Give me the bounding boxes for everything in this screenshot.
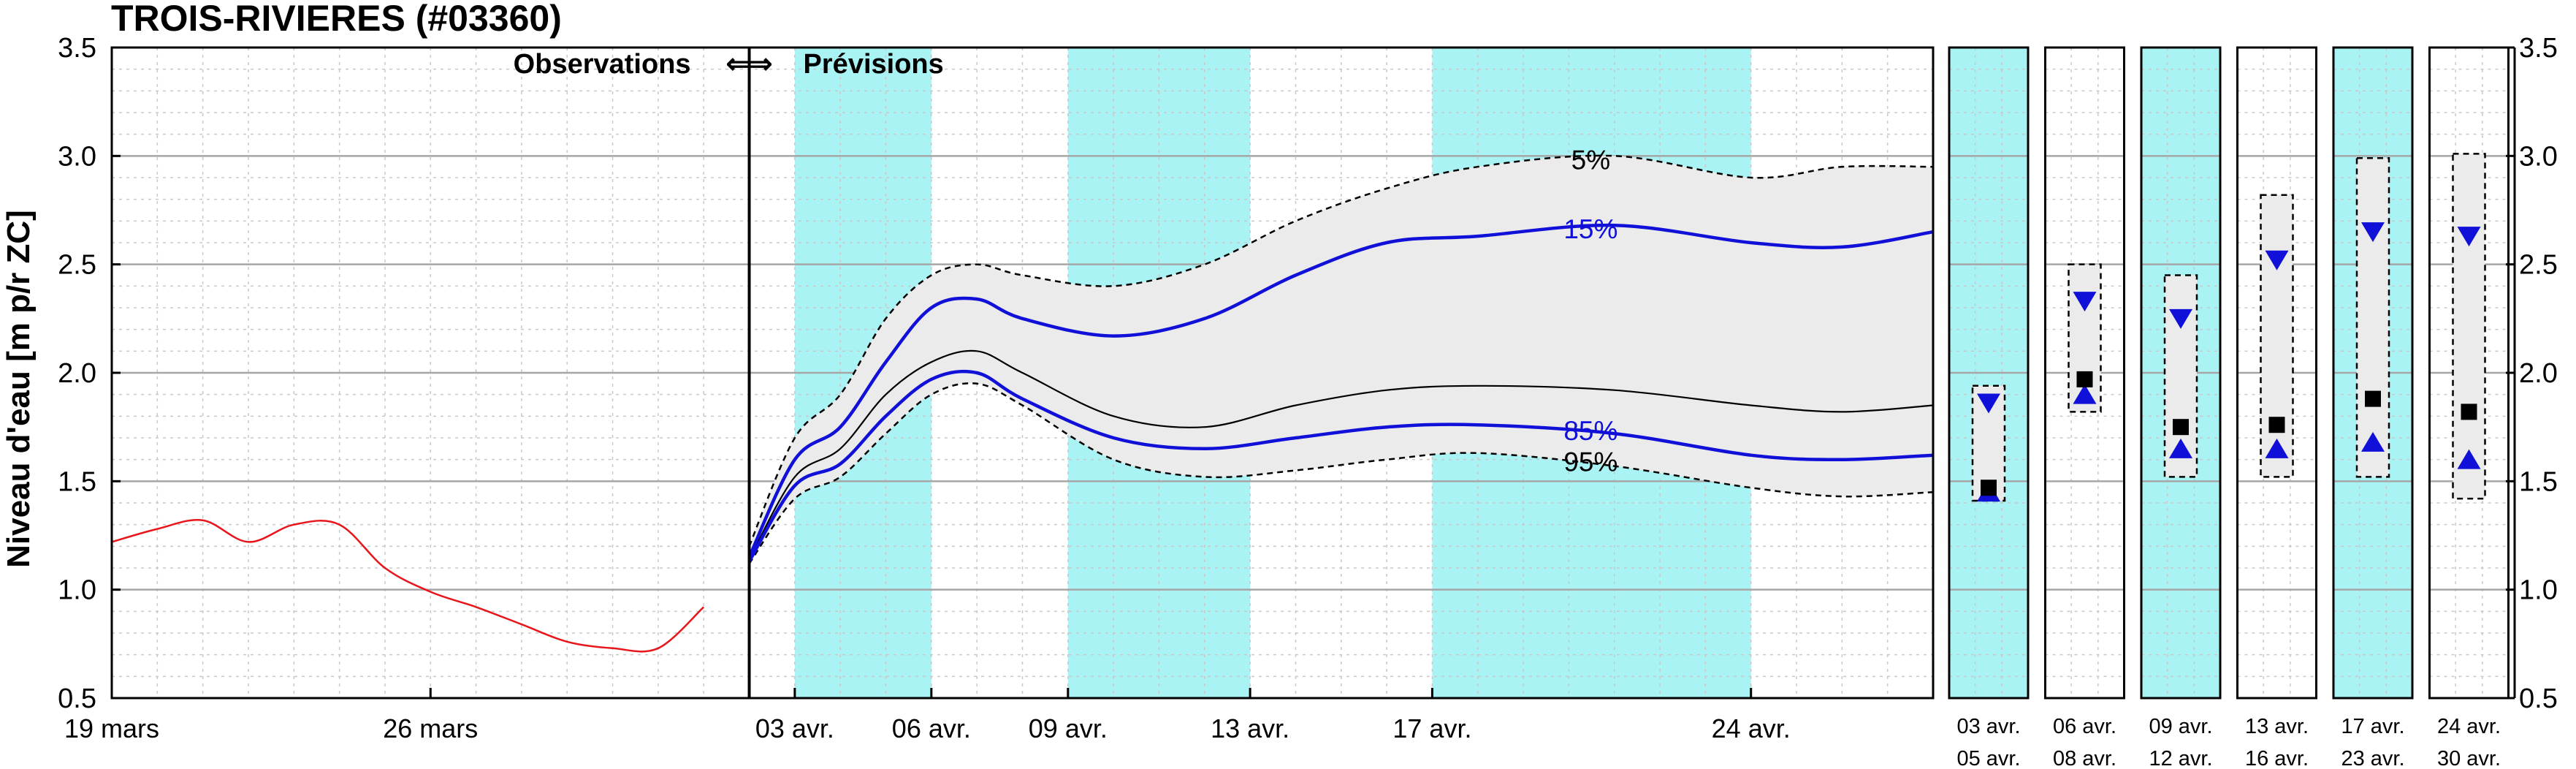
panel-date-start: 24 avr.: [2437, 715, 2501, 738]
panel-marker-median: [2365, 390, 2381, 407]
series-line-p15: [747, 223, 1934, 558]
percentile-label-p95: 95%: [1563, 447, 1617, 477]
panel-range-box: [2355, 157, 2390, 478]
y-tick-label-right: 0.5: [2519, 683, 2558, 714]
panel-frame: [2044, 46, 2125, 700]
period-panel: 03 avr. 05 avr.: [1948, 46, 2030, 769]
period-panel: 06 avr. 08 avr.: [2044, 46, 2125, 769]
series-line-p85: [747, 369, 1934, 563]
panel-frame: [2332, 46, 2414, 700]
y-tick-label-right: 2.5: [2519, 250, 2558, 281]
period-panel: 09 avr. 12 avr.: [2140, 46, 2222, 769]
period-panels: 03 avr. 05 avr. 06 avr. 08 avr. 09 avr. 12 av…: [1948, 46, 2510, 769]
main-plot: 5% 15% 85%95% Observations ⇐⇒ Prévisions 19 ma…: [64, 46, 1935, 743]
y-tick-label-left: 2.5: [58, 250, 96, 281]
annotation-arrows: ⇐⇒: [726, 49, 773, 80]
y-tick-label-right: 1.5: [2519, 466, 2558, 497]
panel-frame: [2140, 46, 2222, 700]
uncertainty-band: [749, 155, 1933, 564]
y-tick-label-right: 1.0: [2519, 575, 2558, 606]
series-line-median: [748, 349, 1934, 560]
series-line-p95: [748, 382, 1934, 564]
y-axis-label: Niveau d'eau [m p/r ZC]: [1, 210, 37, 568]
chart-title: TROIS-RIVIERES (#03360): [111, 0, 562, 39]
panel-frame: [2236, 46, 2317, 700]
panel-marker-median: [2268, 417, 2285, 433]
panel-marker-p85: [2073, 384, 2097, 404]
y-tick-label-left: 3.0: [58, 141, 96, 172]
panel-date-end: 30 avr.: [2437, 747, 2501, 769]
panel-frame: [1948, 46, 2030, 700]
panel-date-start: 17 avr.: [2341, 715, 2404, 738]
y-tick-label-left: 1.5: [58, 466, 96, 497]
x-tick-label: 24 avr.: [1712, 713, 1791, 743]
y-tick-label-right: 3.5: [2519, 33, 2558, 64]
y-tick-label-left: 0.5: [58, 683, 96, 714]
y-tick-label-left: 3.5: [58, 33, 96, 64]
percentile-label-p5: 5%: [1571, 145, 1610, 175]
x-tick-label: 06 avr.: [892, 713, 971, 743]
panel-marker-p85: [2361, 431, 2385, 452]
y-axes: 0.5 0.5 1.0 1.0 1.5 1.5 2.0 2.0 2.5 2.5 3.0 3.0 3.5 3…: [58, 33, 2558, 714]
panel-marker-p15: [1977, 393, 2000, 414]
panel-marker-median: [2076, 371, 2093, 387]
panel-date-end: 16 avr.: [2245, 747, 2309, 769]
panel-marker-median: [1981, 480, 1997, 496]
period-panel: 17 avr. 23 avr.: [2332, 46, 2414, 769]
y-tick-label-right: 3.0: [2519, 141, 2558, 172]
percentile-label-p15: 15%: [1563, 214, 1617, 244]
x-tick-label: 26 mars: [383, 713, 478, 743]
panel-range-box: [2452, 153, 2486, 500]
series-line-p5: [748, 154, 1934, 547]
panel-marker-p15: [2361, 222, 2385, 243]
panel-marker-p85: [2265, 438, 2289, 458]
panel-date-end: 08 avr.: [2053, 747, 2116, 769]
period-panel: 13 avr. 16 avr.: [2236, 46, 2317, 769]
x-tick-label: 03 avr.: [755, 713, 834, 743]
y-tick-label-left: 2.0: [58, 358, 96, 389]
panel-date-end: 23 avr.: [2341, 747, 2404, 769]
annotation-forecasts: Prévisions: [804, 49, 944, 80]
panel-date-end: 05 avr.: [1956, 747, 2020, 769]
x-tick-label: 09 avr.: [1029, 713, 1108, 743]
panel-marker-p15: [2169, 308, 2192, 329]
panel-date-start: 13 avr.: [2245, 715, 2309, 738]
panel-date-end: 12 avr.: [2149, 747, 2212, 769]
y-tick-label-right: 2.0: [2519, 358, 2558, 389]
panel-date-start: 03 avr.: [1956, 715, 2020, 738]
panel-date-start: 06 avr.: [2053, 715, 2116, 738]
panel-marker-p15: [2073, 292, 2097, 312]
y-tick-label-left: 1.0: [58, 575, 96, 606]
annotation-observations: Observations: [514, 49, 691, 80]
panel-marker-p15: [2457, 227, 2481, 247]
period-panel: 24 avr. 30 avr.: [2428, 46, 2510, 769]
x-tick-label: 13 avr.: [1211, 713, 1289, 743]
series-line-observed: [111, 518, 705, 653]
x-tick-label: 19 mars: [64, 713, 159, 743]
percentile-label-p85: 85%: [1563, 416, 1617, 446]
panel-date-start: 09 avr.: [2149, 715, 2212, 738]
panel-marker-p85: [2169, 438, 2192, 458]
panel-marker-median: [2173, 419, 2189, 436]
panel-range-box: [2260, 194, 2294, 478]
x-tick-label: 17 avr.: [1392, 713, 1471, 743]
panel-marker-p85: [2457, 449, 2481, 469]
panel-marker-median: [2461, 404, 2477, 420]
panel-marker-p15: [2265, 250, 2289, 270]
